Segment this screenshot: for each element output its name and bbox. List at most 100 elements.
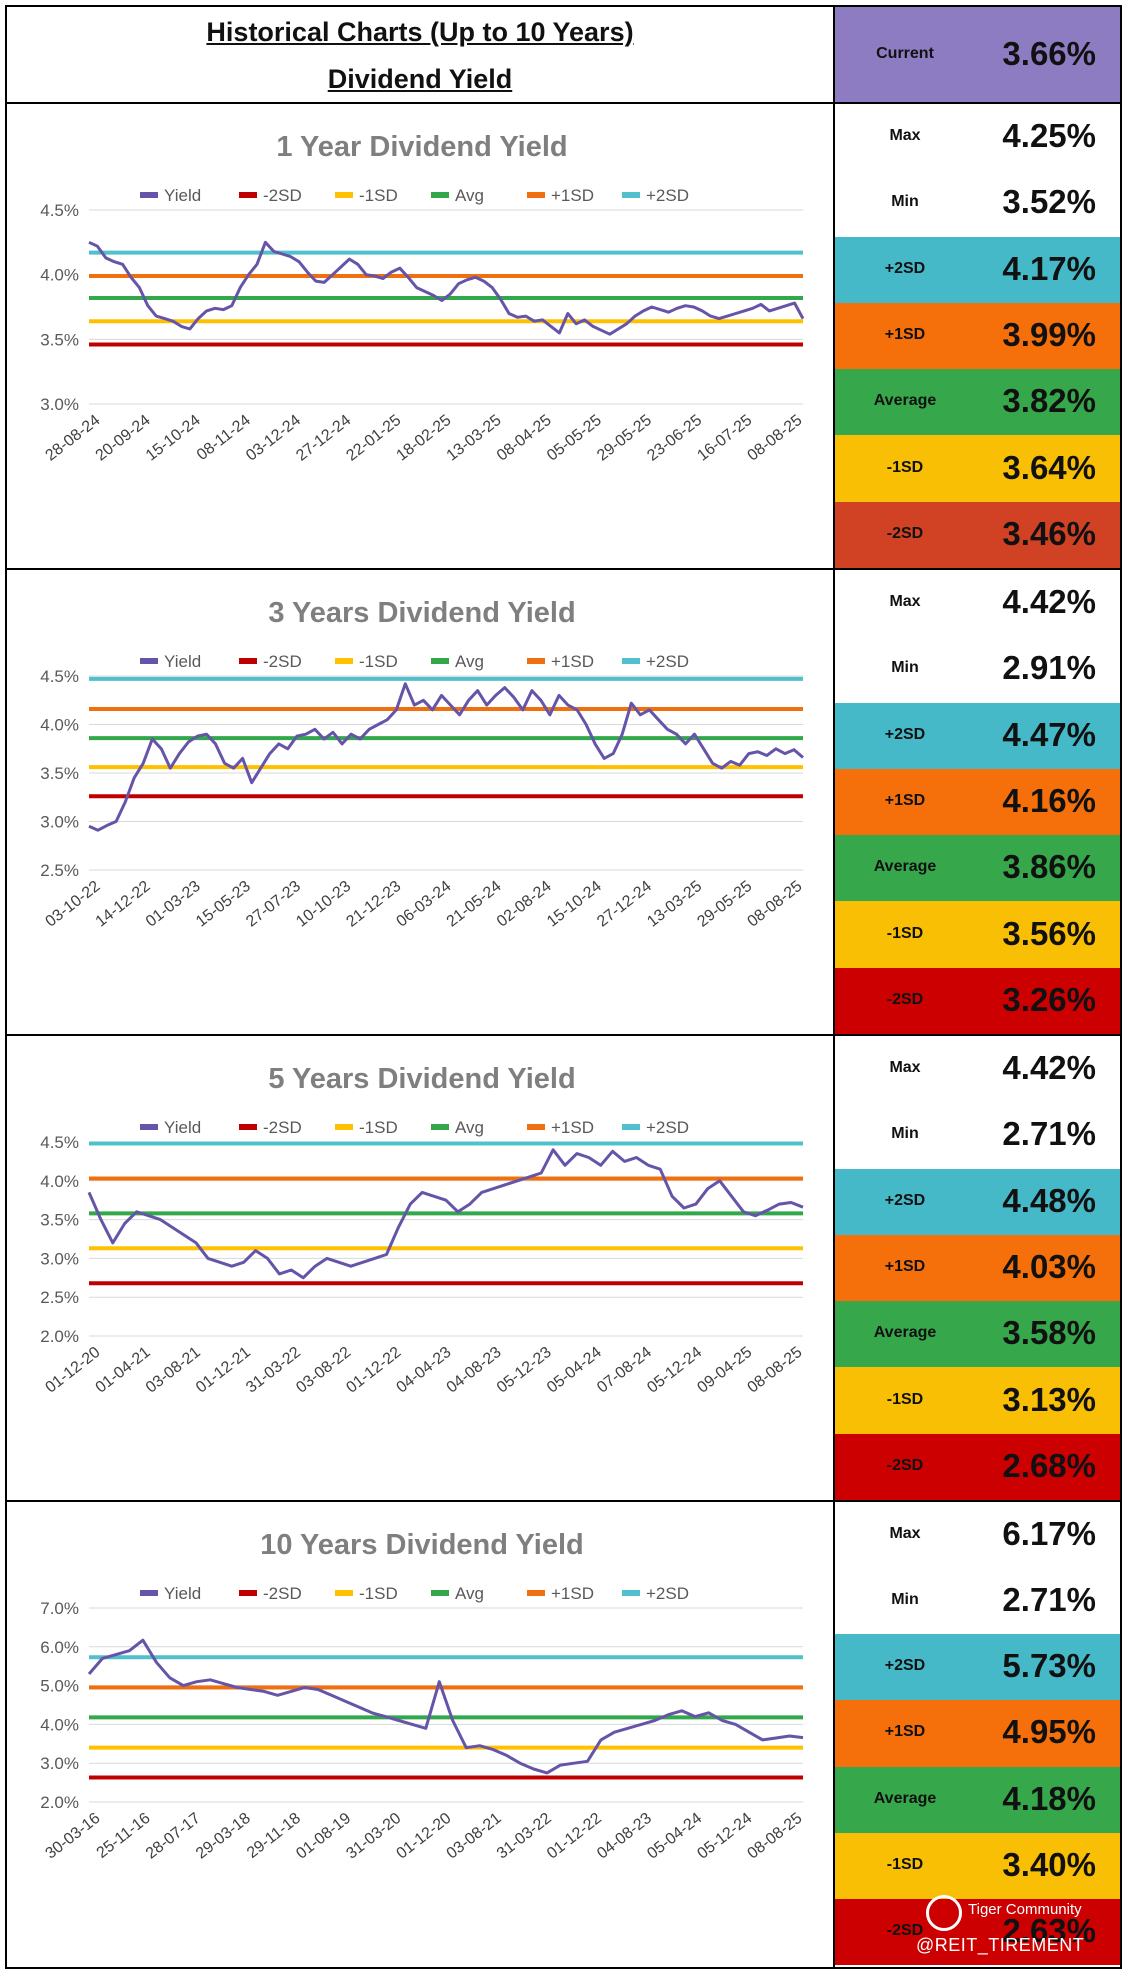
- legend-item: Avg: [431, 652, 484, 671]
- x-tick-label: 21-05-24: [444, 878, 505, 931]
- stat-row-minus-2sd: -2SD 3.46%: [835, 501, 1120, 568]
- stat-value: 3.56%: [1002, 914, 1096, 952]
- legend-swatch: [431, 1124, 449, 1130]
- yield-series-line: [87, 1148, 804, 1280]
- stat-label: -1SD: [886, 924, 924, 942]
- legend-swatch: [431, 658, 449, 664]
- x-tick-label: 15-10-24: [544, 878, 605, 931]
- legend-swatch: [431, 192, 449, 198]
- stats-column: Max 4.42% Min 2.91% +2SD 4.47% +1SD 4.16% Averag…: [835, 570, 1120, 1034]
- yield-series-line: [87, 1638, 804, 1775]
- current-yield-cell: Current 3.66%: [835, 7, 1120, 104]
- x-tick-label: 03-08-22: [293, 1344, 354, 1397]
- legend-swatch: [335, 658, 353, 664]
- y-tick-label: 3.0%: [40, 1754, 79, 1773]
- yield-series-line: [88, 682, 804, 832]
- legend-swatch: [431, 1590, 449, 1596]
- y-tick-label: 4.0%: [40, 1172, 79, 1191]
- stat-value: 3.58%: [1002, 1314, 1096, 1352]
- x-tick-label: 15-10-24: [143, 412, 204, 465]
- x-tick-label: 05-05-25: [544, 412, 605, 465]
- stat-label: -2SD: [886, 990, 924, 1008]
- stat-row-minus-1sd: -1SD 3.56%: [835, 901, 1120, 968]
- x-tick-label: 04-04-23: [394, 1344, 455, 1397]
- x-tick-label: 05-12-24: [694, 1810, 755, 1863]
- legend-label: -2SD: [263, 186, 302, 205]
- stat-label: -1SD: [886, 458, 924, 476]
- legend-label: +1SD: [551, 652, 594, 671]
- stat-label: Max: [889, 1525, 921, 1543]
- stat-label: -2SD: [886, 524, 924, 542]
- x-tick-label: 03-12-24: [243, 412, 304, 465]
- stat-value: 3.13%: [1002, 1380, 1096, 1418]
- chart-title: 10 Years Dividend Yield: [260, 1529, 583, 1561]
- stat-value: 4.25%: [1002, 117, 1096, 155]
- y-tick-label: 2.0%: [40, 1327, 79, 1346]
- x-tick-label: 01-12-22: [544, 1810, 605, 1863]
- stat-row-min: Min 3.52%: [835, 170, 1120, 237]
- chart-title: 1 Year Dividend Yield: [276, 131, 567, 163]
- stat-row-minus-2sd: -2SD 3.26%: [835, 967, 1120, 1034]
- stat-label: Max: [889, 1059, 921, 1077]
- chart-title: 5 Years Dividend Yield: [268, 1063, 575, 1095]
- x-tick-label: 02-08-24: [494, 878, 555, 931]
- stat-label: Min: [891, 193, 919, 211]
- x-tick-label: 04-08-23: [444, 1344, 505, 1397]
- legend-label: +2SD: [646, 186, 689, 205]
- y-tick-label: 4.0%: [40, 716, 79, 735]
- watermark-handle: @REIT_TIREMENT: [916, 1935, 1085, 1955]
- stat-value: 3.52%: [1002, 183, 1096, 221]
- legend-swatch: [140, 192, 158, 198]
- legend-label: +2SD: [646, 652, 689, 671]
- dividend-yield-dashboard: Historical Charts (Up to 10 Years) Divid…: [5, 5, 1122, 1969]
- stat-row-minus-2sd: -2SD 2.68%: [835, 1433, 1120, 1500]
- stat-label: -1SD: [886, 1855, 924, 1873]
- legend-item: +2SD: [622, 186, 689, 205]
- x-tick-label: 15-05-23: [193, 878, 254, 931]
- x-tick-label: 31-03-22: [494, 1810, 555, 1863]
- legend-swatch: [239, 1590, 257, 1596]
- legend-swatch: [335, 1124, 353, 1130]
- stat-row-plus-1sd: +1SD 4.95%: [835, 1700, 1120, 1767]
- stat-value: 2.63%: [1002, 1911, 1096, 1949]
- chart-section-1-year: 1 Year Dividend Yield Yield -2SD -1SD Avg +1S…: [7, 104, 1120, 570]
- legend-item: -1SD: [335, 1584, 398, 1603]
- stat-row-plus-1sd: +1SD 4.16%: [835, 768, 1120, 836]
- legend-item: Avg: [431, 1584, 484, 1603]
- stat-value: 4.17%: [1002, 249, 1096, 287]
- legend-swatch: [239, 192, 257, 198]
- legend-item: -2SD: [239, 186, 302, 205]
- x-tick-label: 04-08-23: [594, 1810, 655, 1863]
- x-tick-label: 01-12-20: [43, 1344, 104, 1397]
- y-tick-label: 3.0%: [40, 1249, 79, 1268]
- x-tick-label: 08-08-25: [745, 1810, 806, 1863]
- x-tick-label: 28-08-24: [43, 412, 104, 465]
- stat-row-plus-2sd: +2SD 4.48%: [835, 1168, 1120, 1235]
- y-tick-label: 4.5%: [40, 1133, 79, 1152]
- stat-row-average: Average 3.58%: [835, 1301, 1120, 1368]
- stat-row-max: Max 6.17%: [835, 1502, 1120, 1569]
- x-tick-label: 01-08-19: [293, 1810, 354, 1863]
- stat-label: Min: [891, 659, 919, 677]
- legend-item: Yield: [140, 1584, 201, 1603]
- y-tick-label: 3.0%: [40, 813, 79, 832]
- legend-label: +2SD: [646, 1118, 689, 1137]
- stat-label: -2SD: [886, 1921, 924, 1939]
- x-tick-label: 05-04-24: [644, 1810, 705, 1863]
- legend-swatch: [622, 1124, 640, 1130]
- x-tick-label: 03-08-21: [444, 1810, 505, 1863]
- stat-value: 4.95%: [1002, 1713, 1096, 1751]
- chart-section-10-years: 10 Years Dividend Yield Yield -2SD -1SD Avg +…: [7, 1502, 1120, 1967]
- y-tick-label: 4.5%: [40, 201, 79, 220]
- x-tick-label: 29-05-25: [694, 878, 755, 931]
- y-tick-label: 3.5%: [40, 764, 79, 783]
- x-tick-label: 18-02-25: [394, 412, 455, 465]
- legend-swatch: [239, 1124, 257, 1130]
- stat-label: Average: [873, 1324, 937, 1342]
- legend-item: -2SD: [239, 652, 302, 671]
- chart-cell: 5 Years Dividend Yield Yield -2SD -1SD Avg +1…: [7, 1036, 835, 1500]
- x-tick-label: 03-08-21: [143, 1344, 204, 1397]
- legend-item: +1SD: [527, 1584, 594, 1603]
- legend-swatch: [239, 658, 257, 664]
- stat-value: 4.18%: [1002, 1779, 1096, 1817]
